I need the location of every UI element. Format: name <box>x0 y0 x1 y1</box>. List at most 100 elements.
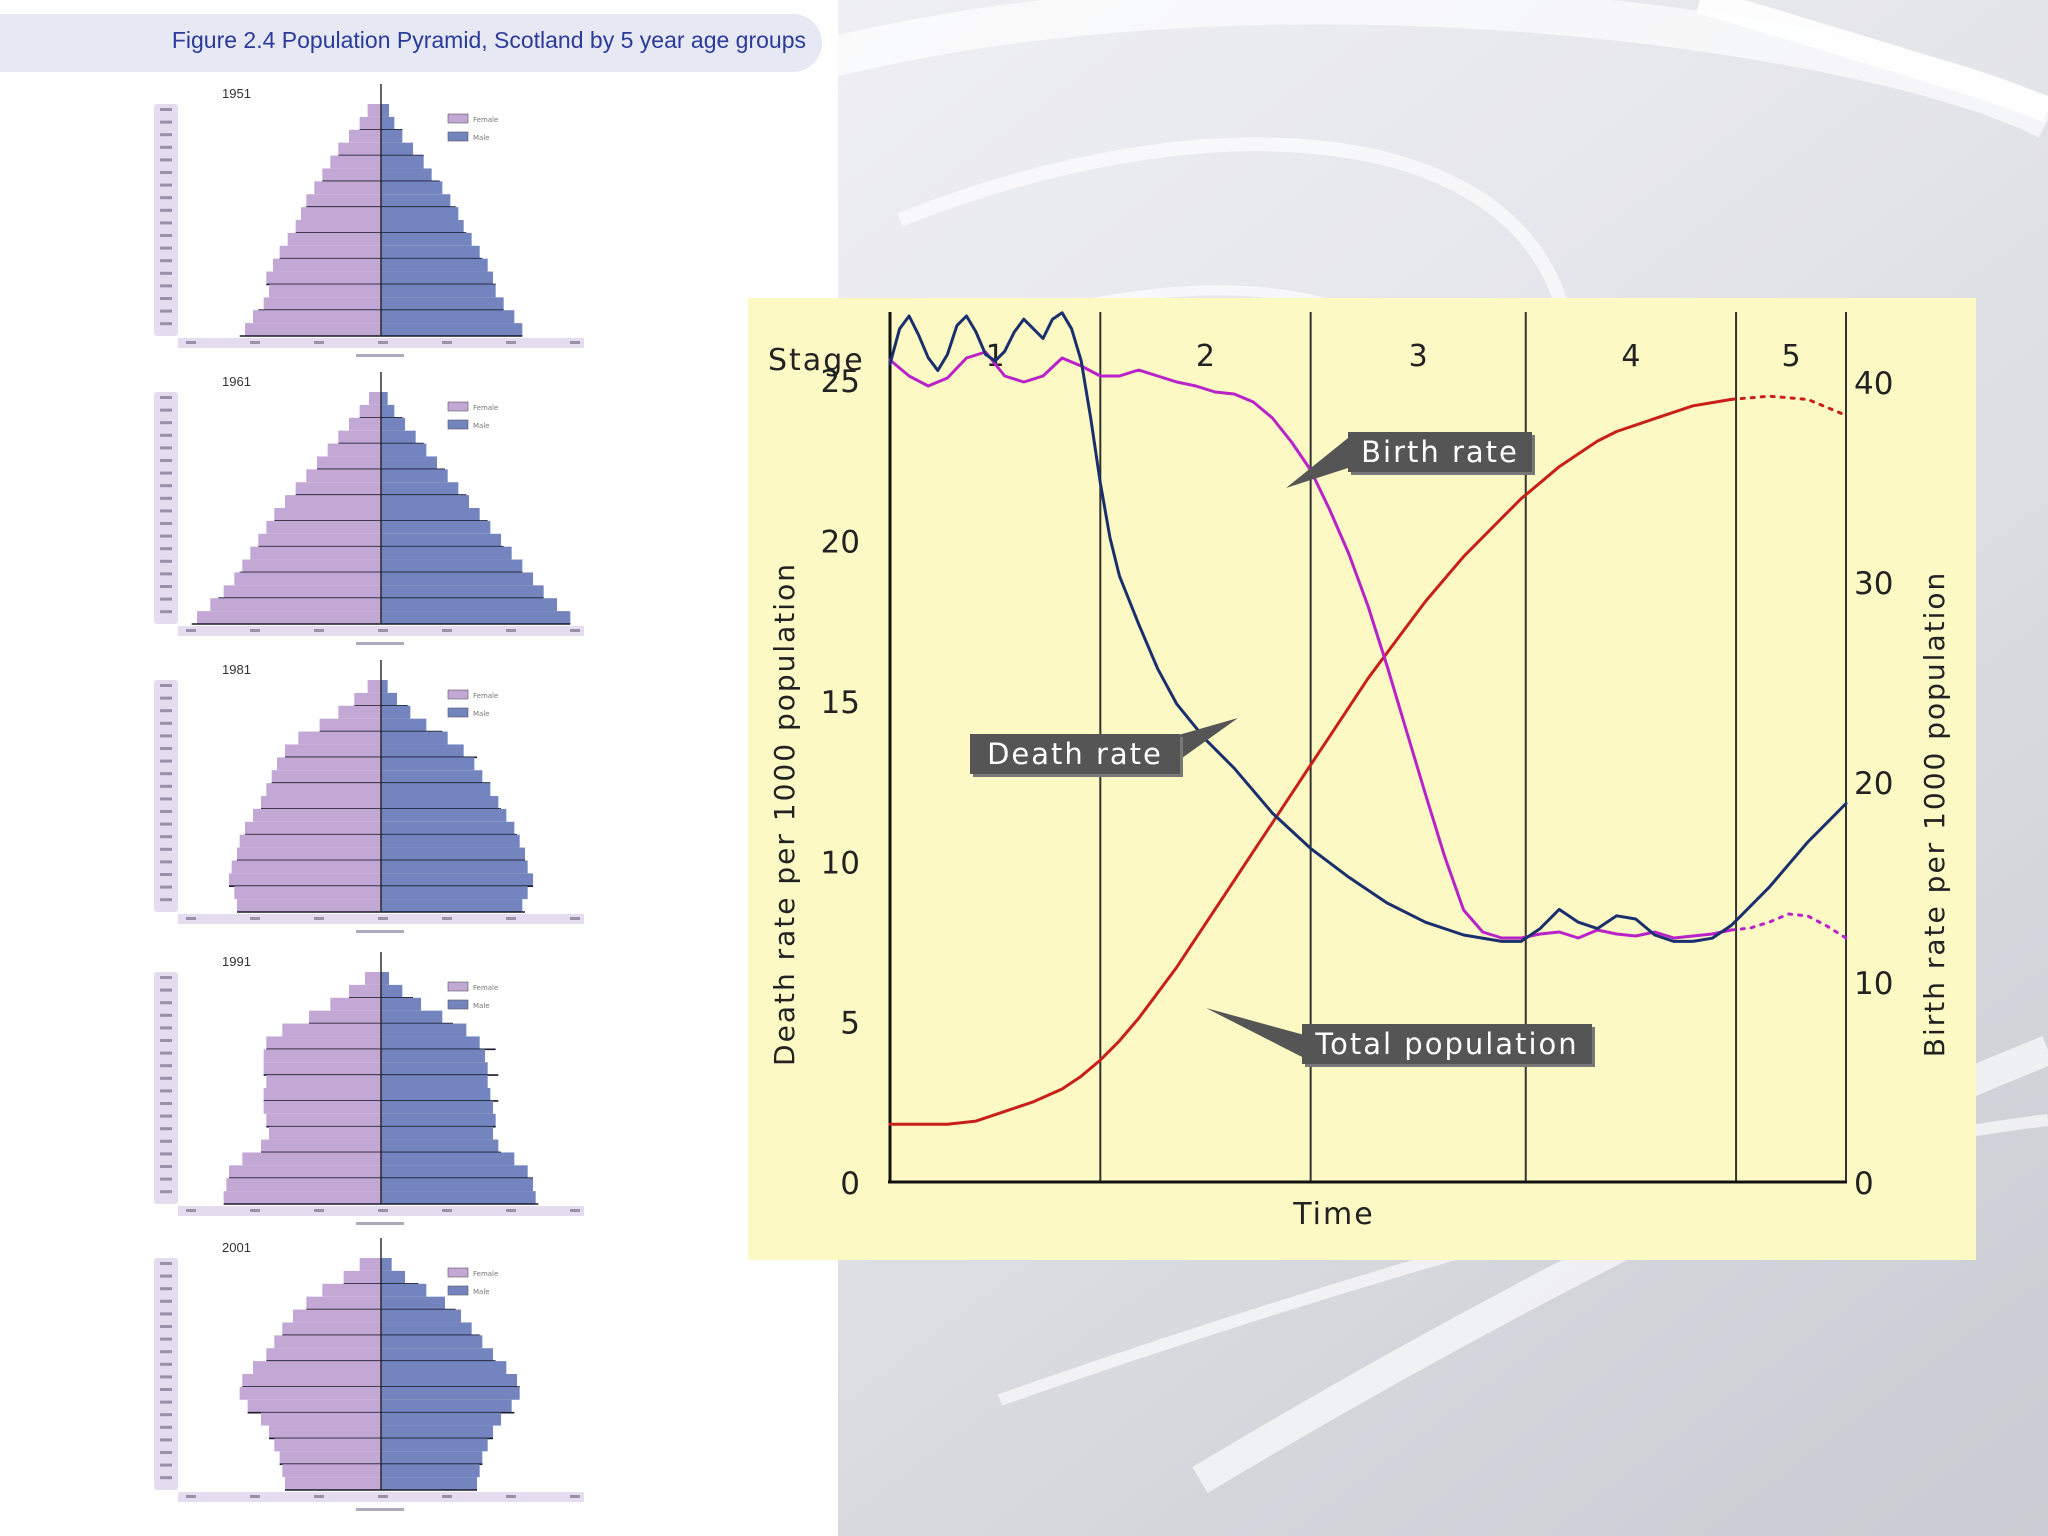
male-bar <box>381 417 405 431</box>
age-tick-label <box>160 221 172 225</box>
male-bar <box>381 271 493 285</box>
pyramid-1991: 1991 Female Male <box>154 952 584 1225</box>
male-bar <box>381 783 491 796</box>
male-bar <box>381 680 388 693</box>
legend-male-swatch <box>447 1285 469 1296</box>
age-label-band <box>154 972 178 1204</box>
female-bar <box>266 1113 381 1127</box>
y-right-tick-label: 10 <box>1854 966 1893 1002</box>
age-tick-label <box>160 610 172 614</box>
male-bar <box>381 404 395 418</box>
age-tick-label <box>160 696 172 700</box>
female-bar <box>285 495 381 508</box>
male-bar <box>381 770 483 784</box>
male-bar <box>381 1399 512 1413</box>
female-bar <box>239 834 381 848</box>
male-bar <box>381 821 515 835</box>
y-left-tick-label: 5 <box>840 1006 860 1042</box>
female-bar <box>223 1191 381 1204</box>
age-label-band <box>154 1258 178 1490</box>
female-bar <box>282 1464 381 1478</box>
age-tick-label <box>160 1375 172 1379</box>
age-tick-label <box>160 1362 172 1366</box>
female-bar <box>295 220 381 233</box>
female-bar <box>285 1477 381 1490</box>
male-bar <box>381 1386 520 1400</box>
male-bar <box>381 1335 483 1349</box>
age-tick-label <box>160 1026 172 1030</box>
female-bar <box>327 443 381 457</box>
age-tick-label <box>160 1152 172 1156</box>
female-bar <box>261 796 381 809</box>
x-tick-label <box>442 917 452 920</box>
x-tick-label <box>250 917 260 920</box>
female-bar <box>245 323 381 336</box>
x-tick-label <box>186 1495 196 1498</box>
male-bar <box>381 972 389 985</box>
age-tick-label <box>160 747 172 750</box>
age-label-band <box>154 104 178 336</box>
female-bar <box>266 271 381 285</box>
male-bar <box>381 744 464 758</box>
age-tick-label <box>160 446 172 450</box>
female-bar <box>274 1438 381 1452</box>
male-bar <box>381 1464 480 1478</box>
age-tick-label <box>160 1089 172 1093</box>
female-bar <box>343 1270 381 1284</box>
x-axis-title <box>356 1508 404 1511</box>
female-bar <box>266 1036 381 1050</box>
male-bar <box>381 718 427 732</box>
male-bar <box>381 886 528 900</box>
x-tick-label <box>570 1495 580 1498</box>
female-bar <box>263 297 381 311</box>
age-tick-label <box>160 1127 172 1131</box>
female-bar <box>226 1178 381 1192</box>
x-tick-label <box>378 1495 388 1498</box>
x-tick-label <box>570 917 580 920</box>
population-pyramids: 1951 Female Male 1961 Female Male 1981 Female Ma… <box>154 84 584 1511</box>
age-tick-label <box>160 1051 172 1055</box>
stage-label: 2 <box>1196 339 1215 374</box>
age-tick-label <box>160 547 172 551</box>
age-tick-label <box>160 246 172 250</box>
female-bar <box>330 155 381 169</box>
male-bar <box>381 873 533 887</box>
age-tick-label <box>160 734 172 738</box>
age-tick-label <box>160 1114 172 1118</box>
female-bar <box>266 520 381 534</box>
age-tick-label <box>160 271 172 275</box>
male-bar <box>381 1126 493 1140</box>
female-bar <box>273 258 381 272</box>
male-bar <box>381 1296 445 1310</box>
pyramid-2001: 2001 Female Male <box>154 1238 584 1511</box>
female-bar <box>359 1258 381 1271</box>
female-bar <box>242 559 381 573</box>
age-tick-label <box>160 559 172 563</box>
male-bar <box>381 692 397 706</box>
male-bar <box>381 1165 528 1179</box>
total-population-callout-box <box>1302 1024 1592 1064</box>
x-tick-label <box>442 629 452 632</box>
age-tick-label <box>160 1262 172 1265</box>
female-bar <box>242 1152 381 1166</box>
figure-caption: Figure 2.4 Population Pyramid, Scotland … <box>171 27 806 53</box>
male-bar <box>381 443 427 457</box>
age-tick-label <box>160 309 172 313</box>
female-bar <box>197 611 381 624</box>
y-left-tick-label: 25 <box>821 364 860 400</box>
x-axis-title <box>356 1222 404 1225</box>
legend-male-swatch <box>447 707 469 718</box>
male-bar <box>381 997 421 1011</box>
age-tick-label <box>160 471 172 475</box>
age-tick-label <box>160 860 172 864</box>
male-bar <box>381 1425 493 1439</box>
age-tick-label <box>160 145 172 149</box>
birth-rate-callout-label: Birth rate <box>1361 435 1519 469</box>
male-bar <box>381 245 480 259</box>
female-bar <box>295 482 381 496</box>
age-tick-label <box>160 108 172 111</box>
male-bar <box>381 1374 517 1387</box>
x-tick-label <box>442 1209 452 1212</box>
age-tick-label <box>160 183 172 187</box>
age-tick-label <box>160 1274 172 1278</box>
